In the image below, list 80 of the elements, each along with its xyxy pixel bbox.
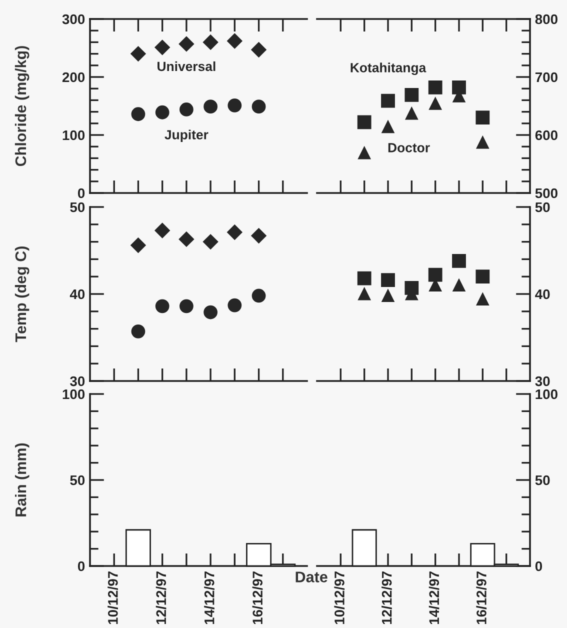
point bbox=[429, 97, 442, 110]
y-tick-label: 50 bbox=[535, 475, 550, 486]
y-tick-label: 0 bbox=[78, 561, 85, 572]
series-label: Jupiter bbox=[164, 130, 208, 142]
point bbox=[405, 107, 418, 120]
y-tick-label: 100 bbox=[62, 130, 85, 140]
point bbox=[357, 115, 372, 130]
y-tick-label: 300 bbox=[62, 14, 85, 24]
point bbox=[131, 324, 146, 338]
y-tick-label: 100 bbox=[536, 389, 558, 400]
y-tick-label: 200 bbox=[62, 72, 85, 82]
point bbox=[452, 279, 466, 292]
y-tick-label: 800 bbox=[535, 14, 558, 24]
series-label: Kotahitanga bbox=[350, 62, 426, 76]
point bbox=[204, 305, 218, 320]
point bbox=[154, 222, 170, 238]
point bbox=[204, 100, 218, 114]
x-tick-label: 16/12/97 bbox=[476, 571, 487, 624]
y-tick-label: 40 bbox=[70, 289, 85, 300]
point bbox=[452, 80, 466, 94]
point bbox=[476, 292, 489, 306]
y-tick-label: 700 bbox=[535, 72, 558, 82]
x-tick-label: 12/12/97 bbox=[156, 571, 166, 624]
y-axis-title: Temp (deg C) bbox=[14, 246, 30, 342]
point bbox=[404, 88, 419, 102]
x-tick-label: 14/12/97 bbox=[428, 571, 440, 624]
y-tick-label: 100 bbox=[62, 389, 85, 400]
point bbox=[228, 298, 242, 312]
point bbox=[155, 299, 170, 314]
point bbox=[227, 224, 242, 240]
y-tick-label: 30 bbox=[535, 376, 550, 386]
x-tick-label: 10/12/97 bbox=[108, 571, 118, 624]
x-tick-label: 10/12/97 bbox=[334, 571, 345, 624]
point bbox=[252, 100, 266, 114]
point bbox=[202, 34, 218, 50]
y-tick-label: 40 bbox=[535, 289, 550, 300]
point bbox=[251, 42, 266, 58]
y-axis-title: Rain (mm) bbox=[15, 443, 30, 516]
point bbox=[358, 288, 371, 300]
point bbox=[178, 232, 194, 247]
point bbox=[428, 268, 442, 282]
point bbox=[154, 40, 170, 55]
y-tick-label: 50 bbox=[70, 475, 85, 486]
point bbox=[202, 234, 218, 250]
point bbox=[382, 120, 394, 134]
point bbox=[178, 36, 194, 52]
y-axis-title: Chloride (mg/kg) bbox=[14, 46, 30, 166]
point bbox=[381, 94, 395, 108]
point bbox=[428, 80, 442, 94]
point bbox=[228, 98, 242, 112]
y-tick-label: 500 bbox=[535, 188, 558, 198]
point bbox=[131, 107, 146, 122]
series-label: Universal bbox=[158, 61, 216, 72]
point bbox=[251, 228, 266, 244]
point bbox=[452, 254, 466, 268]
y-tick-label: 50 bbox=[535, 202, 550, 212]
point bbox=[252, 288, 266, 303]
point bbox=[130, 238, 146, 253]
x-tick-label: 14/12/97 bbox=[204, 571, 214, 624]
x-tick-label: 16/12/97 bbox=[252, 571, 263, 624]
point bbox=[180, 299, 194, 314]
point bbox=[382, 289, 394, 302]
point bbox=[476, 270, 490, 284]
point bbox=[358, 146, 371, 160]
y-tick-label: 600 bbox=[535, 130, 558, 140]
y-tick-label: 50 bbox=[70, 202, 85, 212]
series-label: Doctor bbox=[388, 143, 430, 152]
point bbox=[180, 102, 194, 116]
point bbox=[357, 271, 372, 286]
point bbox=[476, 110, 490, 125]
point bbox=[381, 273, 395, 288]
x-tick-label: 12/12/97 bbox=[382, 571, 392, 624]
point bbox=[227, 33, 242, 49]
y-tick-label: 0 bbox=[535, 561, 542, 572]
y-tick-label: 30 bbox=[70, 376, 85, 386]
x-axis-title: Date bbox=[296, 572, 328, 582]
y-tick-label: 0 bbox=[78, 188, 85, 198]
point bbox=[476, 136, 489, 149]
point bbox=[130, 46, 146, 62]
point bbox=[155, 105, 170, 120]
